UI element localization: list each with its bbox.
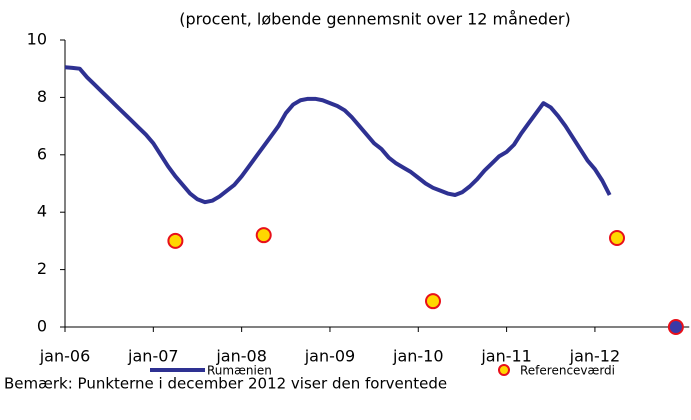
x-tick-label: jan-12 <box>569 347 621 366</box>
data-point <box>167 232 184 249</box>
x-tick-label: jan-08 <box>215 347 267 366</box>
y-tick-label: 4 <box>37 202 47 221</box>
y-tick-label: 0 <box>37 317 47 336</box>
note: Bemærk: Punkterne i december 2012 viser … <box>4 375 447 393</box>
data-point <box>425 293 441 310</box>
legend-marker <box>498 364 510 376</box>
y-tick-label: 6 <box>37 144 47 163</box>
data-point <box>667 319 684 335</box>
x-tick-label: jan-09 <box>304 347 356 366</box>
x-tick-label: jan-07 <box>127 347 179 366</box>
data-line <box>64 65 612 205</box>
y-tick-label: 10 <box>27 30 47 49</box>
x-tick-label: jan-06 <box>39 347 91 366</box>
legend-label: Rumænien <box>207 364 272 378</box>
chart-title: (procent, løbende gennemsnit over 12 mån… <box>179 10 571 29</box>
legend-label: Referenceværdi <box>520 364 615 378</box>
data-point <box>609 230 625 247</box>
x-tick-label: jan-10 <box>392 347 444 366</box>
data-point <box>255 227 272 244</box>
y-tick-label: 8 <box>37 87 47 106</box>
y-tick-label: 2 <box>37 259 47 278</box>
x-tick-label: jan-11 <box>480 347 532 366</box>
